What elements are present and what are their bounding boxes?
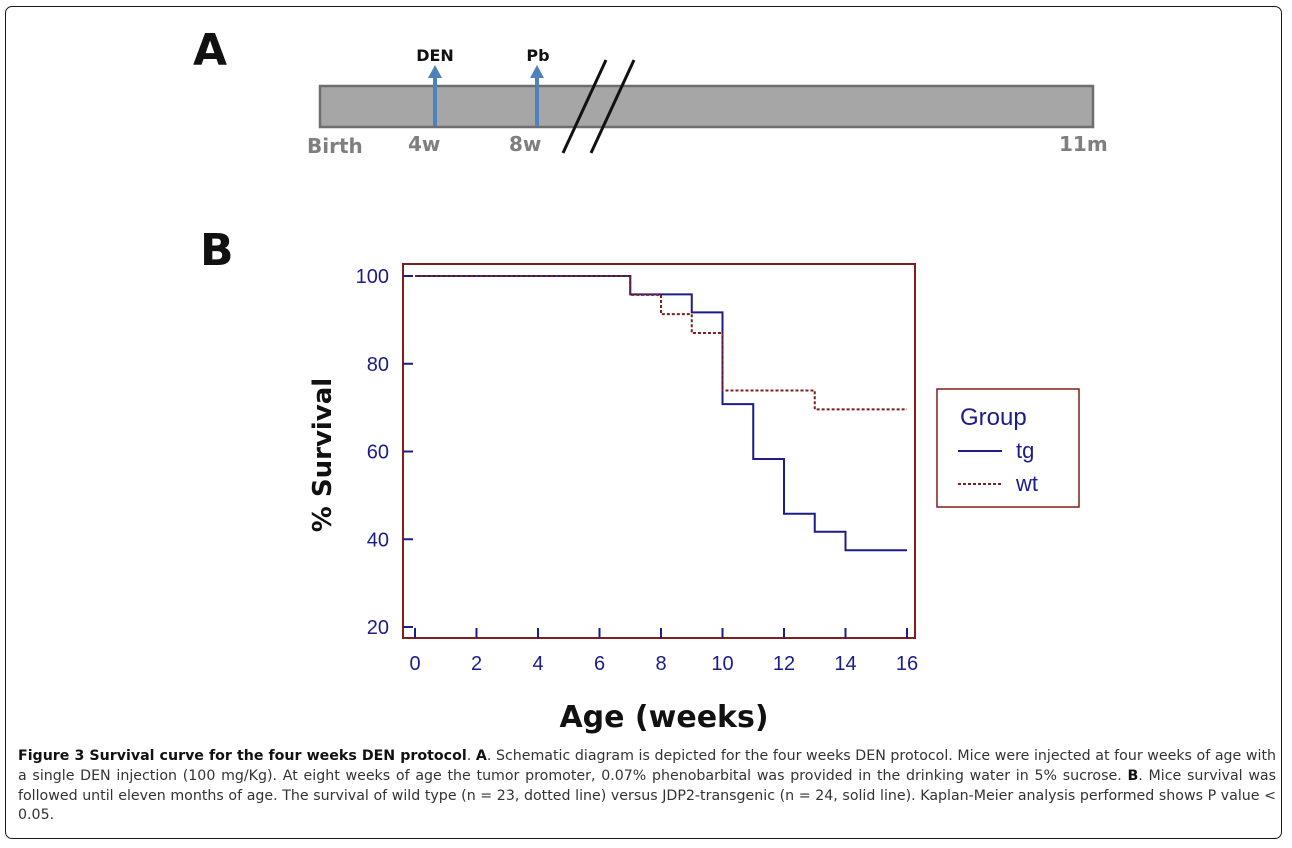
caption-label-b: B [1127, 767, 1139, 784]
caption-label-a: A [475, 748, 487, 764]
x-tick-label: 16 [896, 653, 918, 675]
timeline: DEN Pb Birth 4w 8w 11m [307, 46, 1108, 158]
y-tick-label: 40 [367, 529, 389, 551]
x-tick-label: 0 [409, 653, 420, 675]
legend-label-wt: wt [1015, 471, 1038, 496]
timeline-bar [318, 84, 1095, 129]
timeline-break-mark-2 [589, 59, 636, 154]
y-axis-label: % Survival [308, 378, 338, 532]
timeline-label-birth: Birth [307, 134, 363, 158]
den-arrow-head [428, 65, 442, 78]
timeline-break-mark-1 [561, 59, 608, 154]
x-tick-label: 4 [532, 653, 543, 675]
x-tick-label: 14 [834, 653, 856, 675]
x-tick-label: 8 [655, 653, 666, 675]
y-tick-label: 60 [367, 442, 389, 464]
legend-label-tg: tg [1016, 438, 1034, 463]
pb-arrow-label: Pb [526, 46, 549, 65]
figure-caption: Figure 3 Survival curve for the four wee… [18, 747, 1276, 826]
y-tick-label: 20 [367, 617, 389, 639]
x-tick-label: 2 [471, 653, 482, 675]
y-tick-label: 80 [367, 354, 389, 376]
x-tick-label: 12 [773, 653, 795, 675]
timeline-label-11m: 11m [1059, 132, 1108, 156]
legend: Group tg wt [936, 388, 1080, 508]
den-arrow-label: DEN [416, 46, 454, 65]
caption-part-3: . Mice survival was followed until eleve… [18, 767, 1277, 824]
legend-box [936, 388, 1080, 508]
panel-b-letter: B [200, 225, 234, 276]
timeline-label-4w: 4w [408, 132, 440, 156]
series-group [415, 275, 907, 552]
pb-arrow-head [530, 65, 544, 78]
x-axis: 0 2 4 6 8 10 12 14 16 [409, 628, 918, 675]
panel-a-letter: A [193, 25, 227, 76]
legend-title: Group [960, 404, 1027, 431]
y-tick-label: 100 [356, 266, 389, 288]
series-line-tg [415, 275, 907, 552]
plot-frame [402, 263, 916, 639]
survival-chart: 20 40 60 80 100 0 2 4 6 8 10 12 14 16 % Survival Age… [308, 263, 918, 735]
timeline-label-8w: 8w [509, 132, 541, 156]
series-line-wt [415, 275, 907, 411]
x-tick-label: 6 [594, 653, 605, 675]
y-axis: 20 40 60 80 100 [356, 266, 413, 639]
caption-part-2: . Schematic diagram is depicted for the … [18, 748, 1276, 784]
x-axis-label: Age (weeks) [559, 700, 768, 735]
x-tick-label: 10 [711, 653, 733, 675]
caption-part-1: . [466, 748, 476, 764]
caption-title: Figure 3 Survival curve for the four wee… [18, 748, 467, 764]
